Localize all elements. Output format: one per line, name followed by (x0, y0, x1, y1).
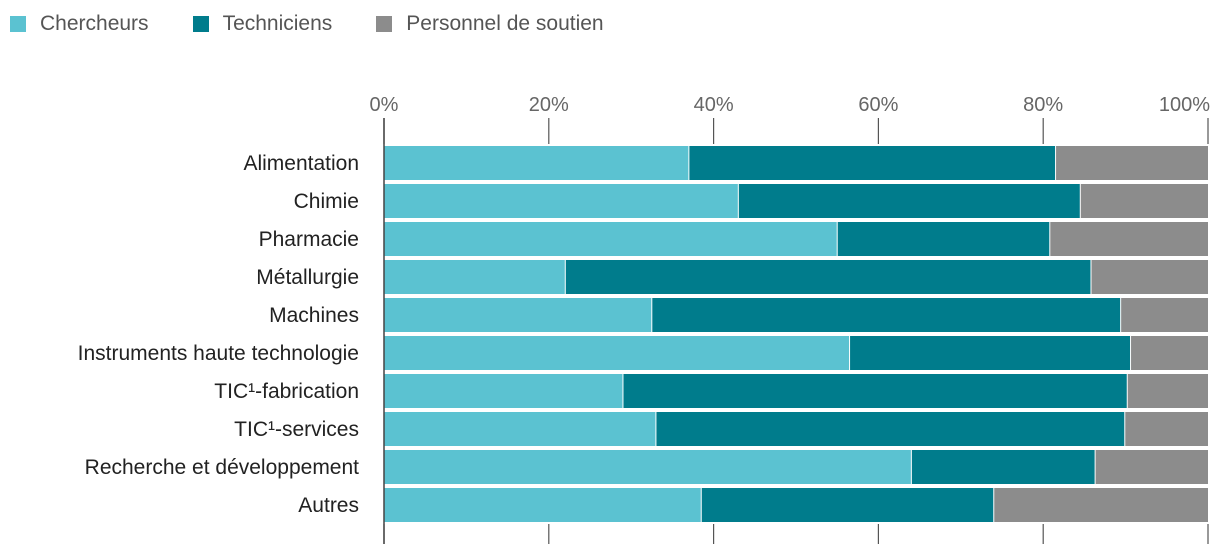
bar-techniciens-8[interactable] (911, 450, 1096, 484)
bar-techniciens-9[interactable] (701, 488, 994, 522)
legend-swatch-chercheurs (10, 16, 26, 32)
bar-personnel-de-soutien-4[interactable] (1120, 298, 1208, 332)
bar-chercheurs-2[interactable] (384, 222, 838, 256)
bar-techniciens-7[interactable] (655, 412, 1125, 446)
category-label-6: TIC¹-fabrication (214, 380, 359, 403)
bar-personnel-de-soutien-8[interactable] (1095, 450, 1208, 484)
legend-swatch-personnel-de-soutien (376, 16, 393, 32)
bar-chercheurs-7[interactable] (384, 412, 656, 446)
category-label-2: Pharmacie (259, 228, 359, 251)
x-tick-label-3: 60% (858, 94, 898, 116)
bar-chercheurs-1[interactable] (384, 184, 739, 218)
legend: Chercheurs Techniciens Personnel de sout… (10, 12, 604, 36)
bar-techniciens-6[interactable] (622, 374, 1128, 408)
bar-personnel-de-soutien-5[interactable] (1130, 336, 1208, 370)
bar-personnel-de-soutien-2[interactable] (1049, 222, 1208, 256)
legend-item-techniciens[interactable]: Techniciens (192, 12, 333, 36)
category-label-5: Instruments haute technologie (78, 342, 359, 365)
legend-item-chercheurs[interactable]: Chercheurs (10, 12, 149, 36)
bar-techniciens-5[interactable] (849, 336, 1131, 370)
bar-personnel-de-soutien-6[interactable] (1127, 374, 1208, 408)
category-label-4: Machines (269, 304, 359, 327)
legend-label-techniciens: Techniciens (222, 12, 333, 35)
bar-techniciens-2[interactable] (837, 222, 1050, 256)
bar-chercheurs-3[interactable] (384, 260, 566, 294)
bar-techniciens-3[interactable] (565, 260, 1091, 294)
legend-label-personnel-de-soutien: Personnel de soutien (406, 12, 604, 35)
bar-chercheurs-9[interactable] (384, 488, 702, 522)
category-label-9: Autres (298, 494, 359, 517)
category-label-3: Métallurgie (256, 266, 359, 289)
bar-personnel-de-soutien-9[interactable] (993, 488, 1208, 522)
x-tick-label-1: 20% (529, 94, 569, 116)
bar-personnel-de-soutien-0[interactable] (1055, 146, 1208, 180)
category-label-1: Chimie (294, 190, 359, 213)
bar-chercheurs-6[interactable] (384, 374, 623, 408)
legend-item-personnel-de-soutien[interactable]: Personnel de soutien (376, 12, 604, 36)
x-tick-label-0: 0% (370, 94, 399, 116)
category-label-7: TIC¹-services (234, 418, 359, 441)
bar-chercheurs-4[interactable] (384, 298, 652, 332)
bar-personnel-de-soutien-1[interactable] (1080, 184, 1208, 218)
x-tick-label-2: 40% (694, 94, 734, 116)
legend-swatch-techniciens (192, 16, 209, 32)
bar-personnel-de-soutien-3[interactable] (1090, 260, 1208, 294)
bar-chercheurs-5[interactable] (384, 336, 850, 370)
category-label-0: Alimentation (243, 152, 359, 175)
category-label-8: Recherche et développement (85, 456, 360, 479)
bar-chercheurs-8[interactable] (384, 450, 912, 484)
bar-chercheurs-0[interactable] (384, 146, 689, 180)
x-tick-label-4: 80% (1023, 94, 1063, 116)
bar-techniciens-1[interactable] (738, 184, 1081, 218)
legend-label-chercheurs: Chercheurs (40, 12, 149, 35)
bar-techniciens-4[interactable] (651, 298, 1121, 332)
x-tick-label-5: 100% (1159, 94, 1210, 116)
bar-personnel-de-soutien-7[interactable] (1124, 412, 1208, 446)
bar-techniciens-0[interactable] (688, 146, 1056, 180)
